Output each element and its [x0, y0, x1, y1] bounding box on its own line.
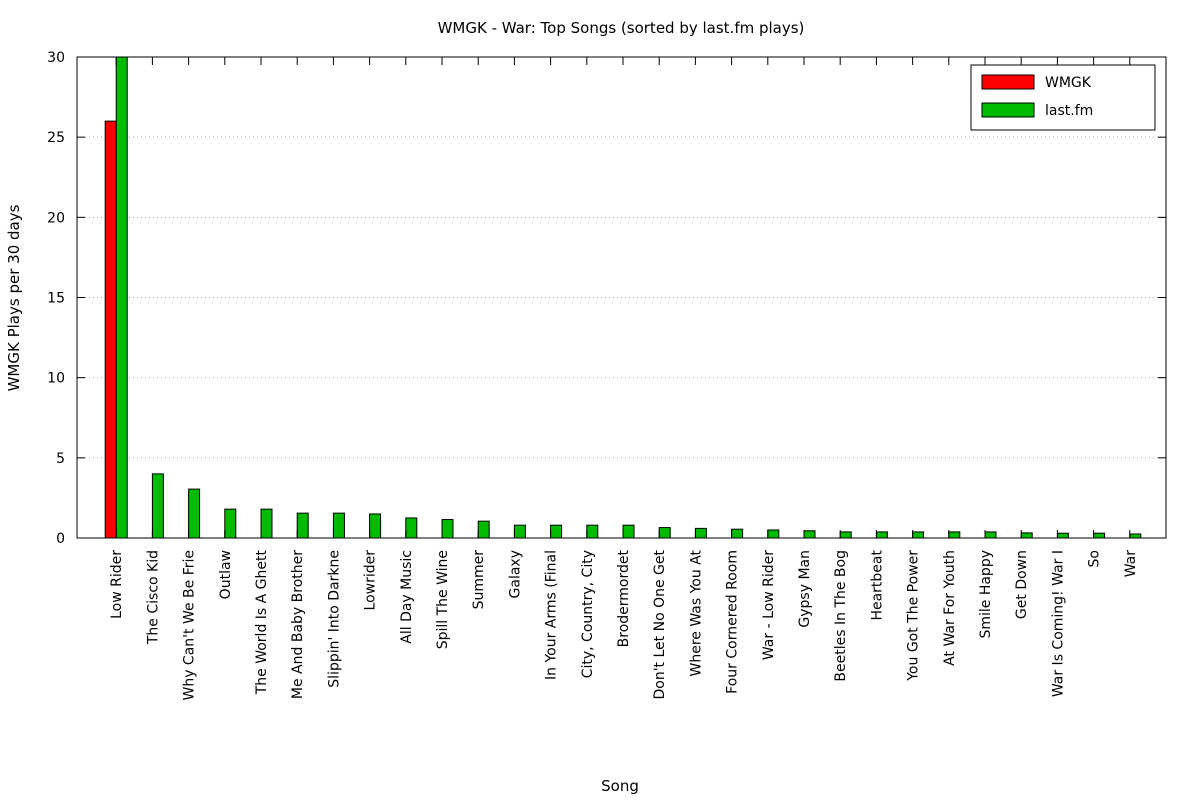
x-tick-label: Four Cornered Room [725, 550, 741, 694]
x-tick-label: War [1123, 550, 1139, 578]
y-tick-label: 0 [56, 531, 65, 547]
bar-lastfm [875, 531, 888, 539]
bar-lastfm [1129, 533, 1142, 539]
x-tick-label: You Got The Power [906, 550, 922, 682]
x-tick-label: Galaxy [507, 550, 523, 598]
bar-lastfm [151, 473, 164, 539]
legend-box [970, 64, 1156, 131]
x-tick-label: Beetles In The Bog [833, 550, 849, 682]
x-tick-label: At War For Youth [942, 550, 958, 666]
x-tick-label: Low Rider [109, 550, 125, 619]
bar-lastfm [1093, 532, 1106, 539]
y-tick-label: 5 [56, 451, 65, 467]
y-tick-label: 20 [47, 210, 65, 226]
legend-label-lastfm: last.fm [1045, 103, 1093, 119]
bar-wmgk [104, 120, 117, 539]
bar-lastfm [477, 520, 490, 539]
bar-lastfm [658, 527, 671, 539]
x-tick-label: War - Low Rider [761, 550, 777, 660]
bar-lastfm [694, 527, 707, 539]
x-tick-label: Slippin' Into Darkne [326, 550, 342, 688]
bar-lastfm [912, 531, 925, 539]
bar-lastfm [1020, 532, 1033, 539]
bar-lastfm [550, 524, 563, 539]
bar-lastfm [767, 529, 780, 539]
legend-label-wmgk: WMGK [1045, 75, 1092, 91]
x-axis-label: Song [601, 777, 639, 795]
y-tick-label: 25 [47, 130, 65, 146]
bar-lastfm [984, 531, 997, 539]
x-tick-label: The World Is A Ghett [254, 549, 270, 695]
bar-lastfm [441, 519, 454, 539]
bar-lastfm [296, 512, 309, 539]
bar-lastfm [622, 524, 635, 539]
x-tick-label: Why Can't We Be Frie [182, 550, 198, 701]
y-tick-label: 15 [47, 291, 65, 307]
x-axis-ticks: Low Rider The Cisco Kid Why Can't We Be Fr… [109, 57, 1139, 701]
x-tick-label: Gypsy Man [797, 550, 813, 628]
bar-lastfm [839, 531, 852, 539]
x-tick-label: Smile Happy [978, 550, 994, 639]
x-tick-label: Get Down [1014, 550, 1030, 619]
x-tick-label: Brodermordet [616, 550, 632, 648]
y-tick-label: 30 [47, 50, 65, 66]
x-tick-label: Heartbeat [869, 550, 885, 621]
bar-lastfm [803, 530, 816, 539]
x-tick-label: All Day Music [399, 550, 415, 644]
y-tick-label: 10 [47, 371, 65, 387]
bar-lastfm [224, 508, 237, 539]
bar-lastfm [405, 517, 418, 539]
x-tick-label: Where Was You At [688, 549, 704, 676]
x-tick-label: Outlaw [218, 550, 234, 599]
grid-lines [77, 136, 1166, 459]
x-tick-label: Spill The Wine [435, 550, 451, 649]
x-tick-label: Summer [471, 550, 487, 610]
x-tick-label: Don't Let No One Get [652, 549, 668, 699]
x-tick-label: So [1087, 550, 1103, 567]
legend: WMGK last.fm [970, 64, 1156, 131]
bar-lastfm [115, 56, 128, 539]
x-tick-label: Me And Baby Brother [290, 550, 306, 699]
bar-lastfm [1056, 532, 1069, 539]
legend-swatch-wmgk [981, 74, 1035, 90]
x-tick-label: The Cisco Kid [145, 550, 161, 645]
bar-lastfm [948, 531, 961, 539]
x-tick-label: Lowrider [363, 550, 379, 611]
bar-lastfm [260, 508, 273, 539]
legend-swatch-lastfm [981, 102, 1035, 118]
y-axis-ticks: 0 5 10 15 20 25 30 [47, 50, 1166, 547]
bar-lastfm [369, 513, 382, 539]
bar-lastfm [332, 512, 345, 539]
x-tick-label: In Your Arms (Final [544, 550, 560, 680]
y-axis-label: WMGK Plays per 30 days [5, 204, 23, 391]
bar-lastfm [731, 528, 744, 539]
bar-lastfm [586, 524, 599, 539]
bar-lastfm [513, 524, 526, 539]
x-tick-label: War Is Coming! War I [1050, 550, 1066, 697]
chart-title: WMGK - War: Top Songs (sorted by last.fm… [438, 19, 805, 37]
bars [104, 56, 1142, 539]
x-tick-label: City, Country, City [580, 550, 596, 678]
bar-lastfm [188, 488, 201, 539]
